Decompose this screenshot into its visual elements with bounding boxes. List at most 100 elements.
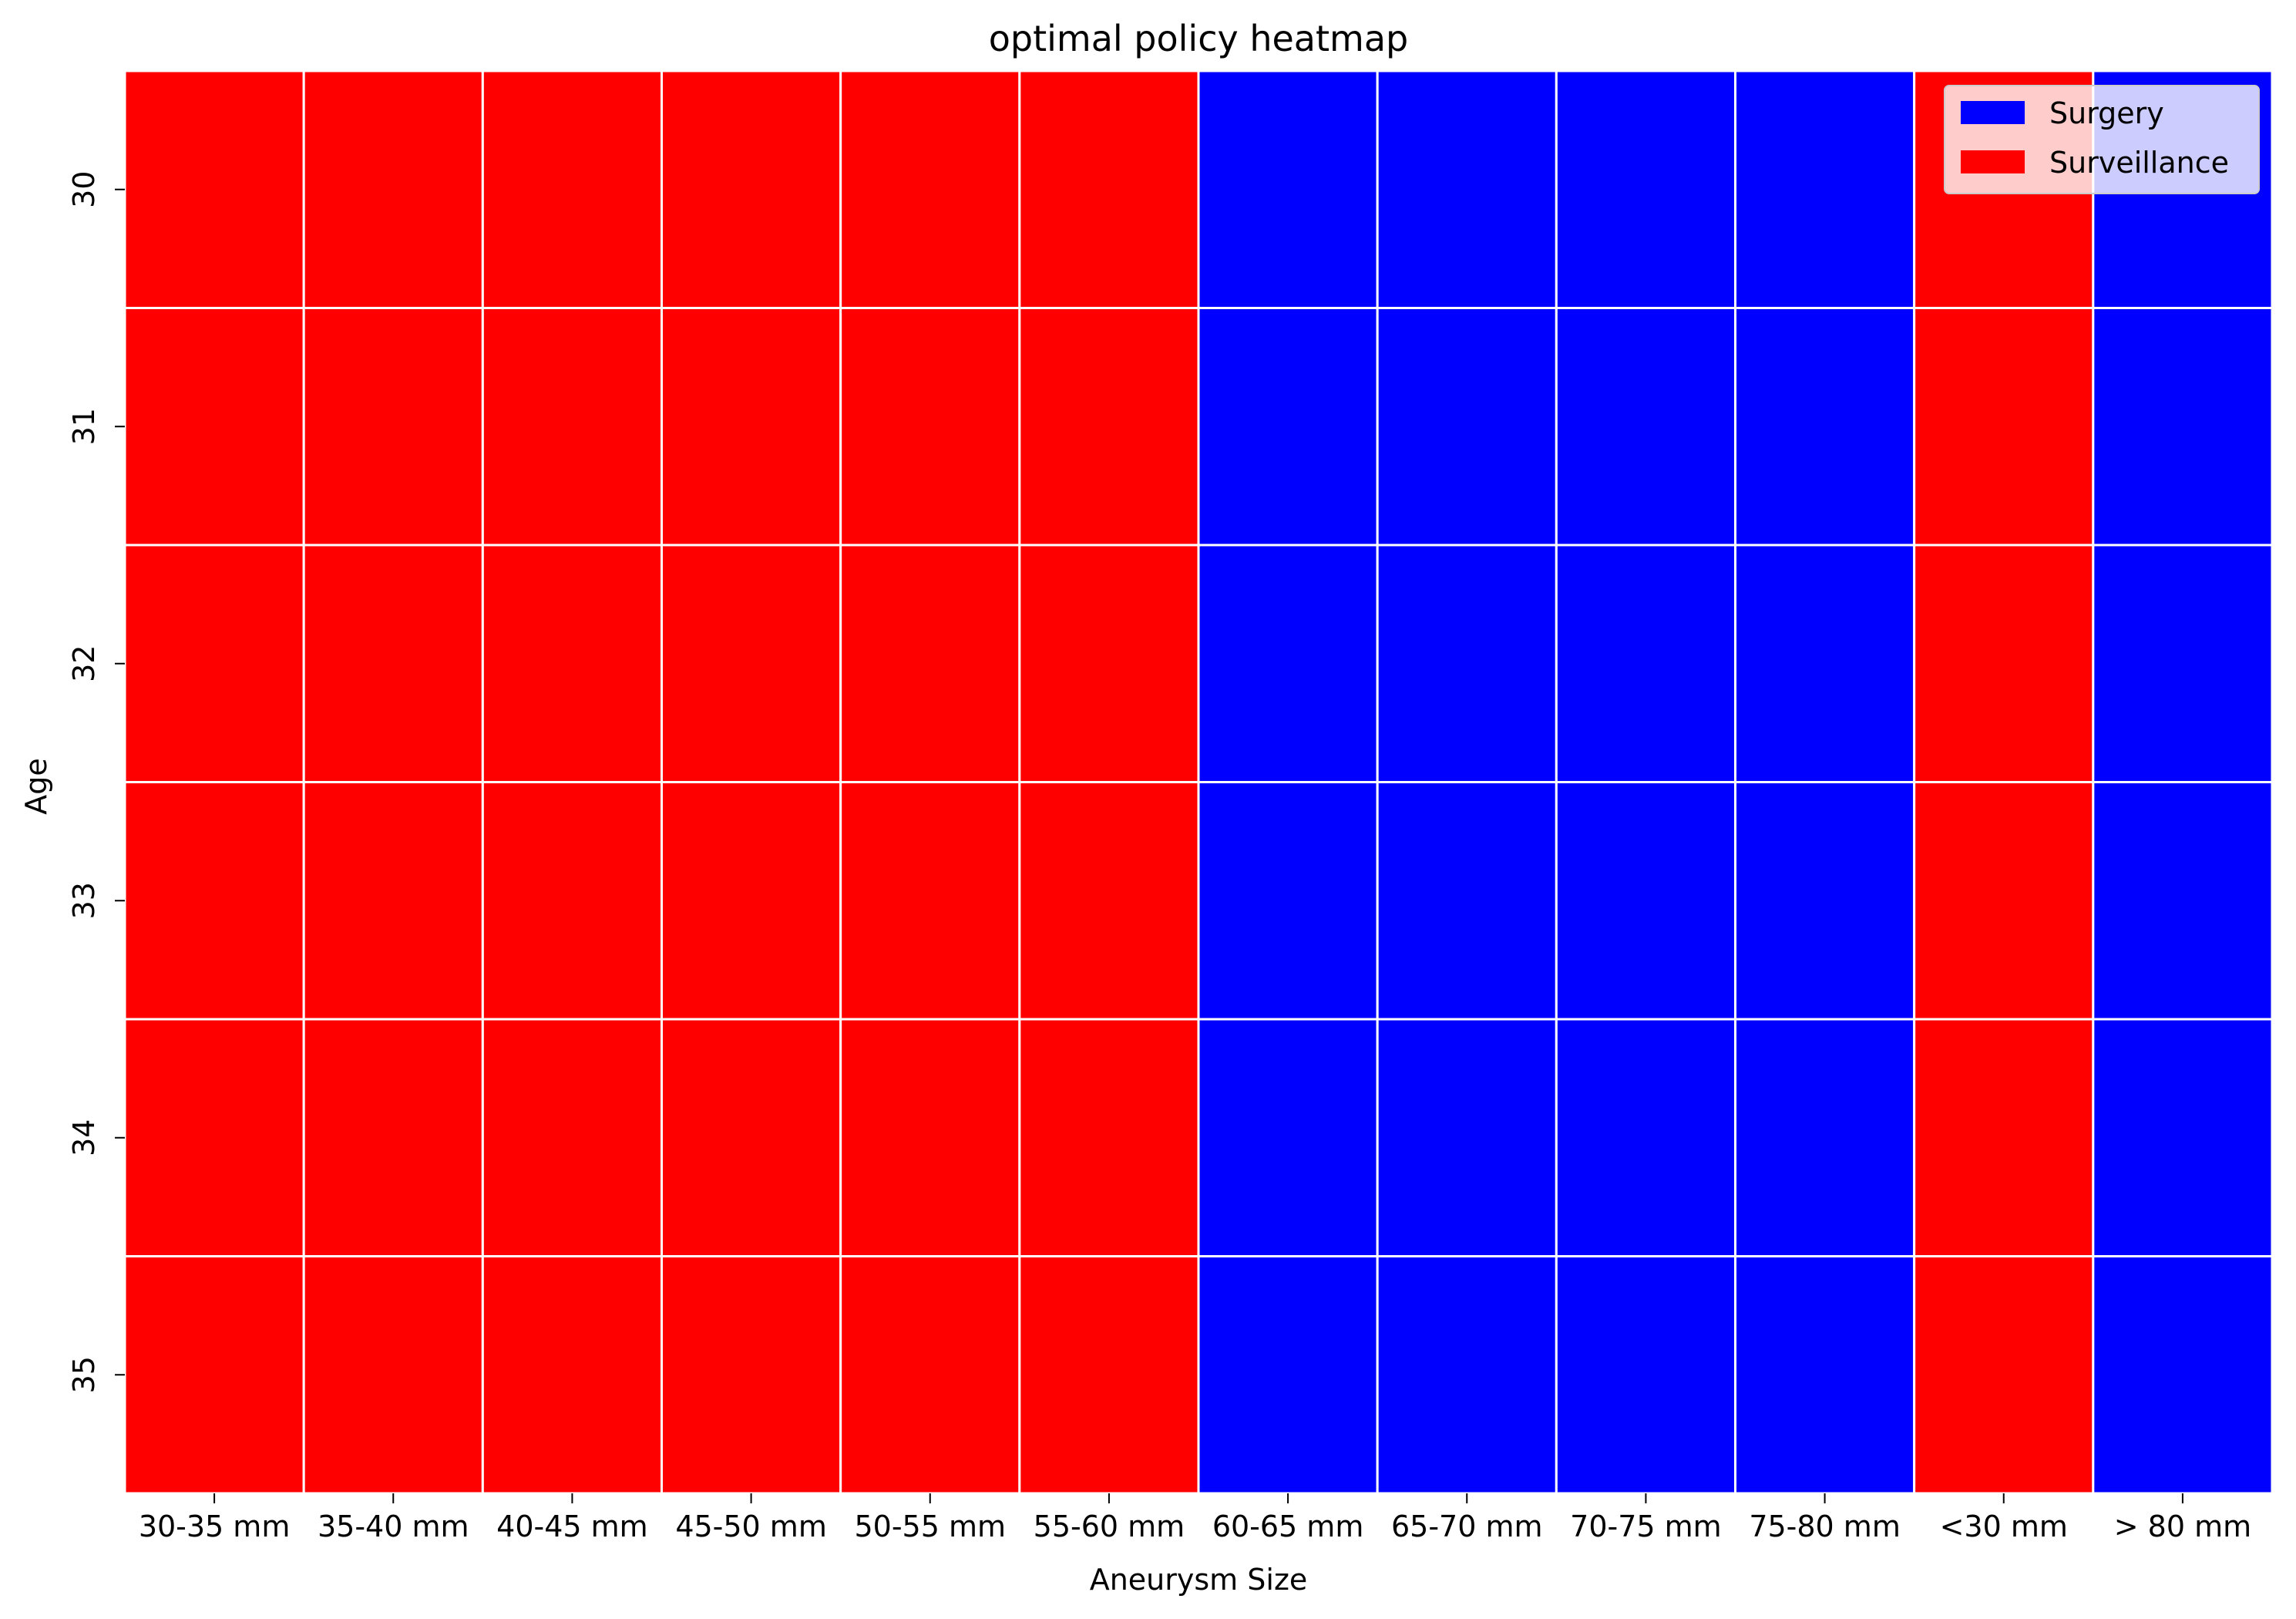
heatmap-cell-r4-c3	[661, 1018, 842, 1257]
y-tick-label-31: 31	[67, 408, 101, 445]
x-tick-label-50-55-mm: 50-55 mm	[854, 1510, 1006, 1543]
heatmap-cell-r5-c4	[839, 1255, 1021, 1495]
y-tick-label-32: 32	[67, 645, 101, 682]
heatmap-cell-r0-c0	[123, 69, 305, 309]
heatmap-cell-r2-c7	[1376, 544, 1558, 783]
heatmap-cell-r3-c1	[302, 781, 484, 1021]
heatmap-cell-r3-c11	[2092, 781, 2274, 1021]
heatmap-cell-r1-c0	[123, 307, 305, 547]
heatmap-cell-r0-c4	[839, 69, 1021, 309]
heatmap-cell-r4-c9	[1734, 1018, 1916, 1257]
heatmap-cell-r1-c2	[481, 307, 663, 547]
heatmap-cell-r2-c10	[1913, 544, 2095, 783]
heatmap-cell-r2-c4	[839, 544, 1021, 783]
heatmap-cell-r5-c6	[1197, 1255, 1379, 1495]
heatmap-cell-r5-c10	[1913, 1255, 2095, 1495]
heatmap-cell-r5-c9	[1734, 1255, 1916, 1495]
heatmap-cell-r2-c1	[302, 544, 484, 783]
x-tick-label-35-40-mm: 35-40 mm	[318, 1510, 469, 1543]
y-axis-ticks: 30 31 32 33 34 35	[67, 171, 125, 1393]
heatmap-cell-r3-c3	[661, 781, 842, 1021]
y-tick-label-35: 35	[67, 1356, 101, 1393]
heatmap-cells	[123, 69, 2274, 1495]
heatmap-cell-r1-c6	[1197, 307, 1379, 547]
heatmap-cell-r2-c0	[123, 544, 305, 783]
heatmap-cell-r1-c11	[2092, 307, 2274, 547]
heatmap-cell-r2-c11	[2092, 544, 2274, 783]
heatmap-cell-r1-c3	[661, 307, 842, 547]
x-tick-label-80-mm: > 80 mm	[2114, 1510, 2251, 1543]
heatmap-cell-r1-c4	[839, 307, 1021, 547]
x-tick-label-55-60-mm: 55-60 mm	[1034, 1510, 1185, 1543]
legend-label-surgery: Surgery	[2049, 96, 2164, 130]
heatmap-cell-r3-c10	[1913, 781, 2095, 1021]
x-tick-label-45-50-mm: 45-50 mm	[675, 1510, 827, 1543]
heatmap-cell-r3-c5	[1018, 781, 1200, 1021]
heatmap-cell-r1-c9	[1734, 307, 1916, 547]
heatmap-cell-r2-c2	[481, 544, 663, 783]
heatmap-cell-r1-c10	[1913, 307, 2095, 547]
heatmap-cell-r3-c4	[839, 781, 1021, 1021]
legend-label-surveillance: Surveillance	[2049, 146, 2229, 180]
heatmap-cell-r3-c2	[481, 781, 663, 1021]
heatmap-cell-r1-c1	[302, 307, 484, 547]
heatmap-cell-r4-c11	[2092, 1018, 2274, 1257]
heatmap-cell-r2-c3	[661, 544, 842, 783]
heatmap-cell-r0-c3	[661, 69, 842, 309]
heatmap-cell-r3-c8	[1555, 781, 1737, 1021]
heatmap-cell-r4-c5	[1018, 1018, 1200, 1257]
heatmap-cell-r3-c7	[1376, 781, 1558, 1021]
heatmap-cell-r4-c1	[302, 1018, 484, 1257]
x-tick-label-60-65-mm: 60-65 mm	[1212, 1510, 1364, 1543]
heatmap-cell-r0-c2	[481, 69, 663, 309]
heatmap-cell-r5-c3	[661, 1255, 842, 1495]
heatmap-cell-r5-c1	[302, 1255, 484, 1495]
heatmap-cell-r3-c6	[1197, 781, 1379, 1021]
heatmap-cell-r3-c9	[1734, 781, 1916, 1021]
heatmap-cell-r2-c6	[1197, 544, 1379, 783]
heatmap-cell-r1-c5	[1018, 307, 1200, 547]
heatmap-cell-r1-c7	[1376, 307, 1558, 547]
y-tick-label-30: 30	[67, 171, 101, 208]
heatmap-cell-r5-c2	[481, 1255, 663, 1495]
heatmap-cell-r4-c2	[481, 1018, 663, 1257]
heatmap-cell-r5-c11	[2092, 1255, 2274, 1495]
legend: Surgery Surveillance	[1944, 85, 2260, 194]
heatmap-cell-r4-c7	[1376, 1018, 1558, 1257]
x-axis-label: Aneurysm Size	[1090, 1563, 1308, 1597]
heatmap-cell-r0-c5	[1018, 69, 1200, 309]
heatmap-cell-r0-c8	[1555, 69, 1737, 309]
heatmap-cell-r1-c8	[1555, 307, 1737, 547]
heatmap-cell-r0-c7	[1376, 69, 1558, 309]
heatmap-cell-r0-c6	[1197, 69, 1379, 309]
heatmap-cell-r5-c7	[1376, 1255, 1558, 1495]
x-tick-label-30-mm: <30 mm	[1940, 1510, 2068, 1543]
x-tick-label-70-75-mm: 70-75 mm	[1570, 1510, 1722, 1543]
legend-swatch-surgery	[1961, 101, 2025, 124]
heatmap-cell-r4-c6	[1197, 1018, 1379, 1257]
y-tick-label-34: 34	[67, 1119, 101, 1156]
y-axis-label: Age	[19, 758, 53, 815]
heatmap-cell-r0-c1	[302, 69, 484, 309]
heatmap-cell-r3-c0	[123, 781, 305, 1021]
heatmap-cell-r2-c9	[1734, 544, 1916, 783]
heatmap-cell-r5-c5	[1018, 1255, 1200, 1495]
heatmap-cell-r4-c0	[123, 1018, 305, 1257]
heatmap-cell-r2-c5	[1018, 544, 1200, 783]
chart-title: optimal policy heatmap	[989, 18, 1408, 59]
heatmap-cell-r5-c0	[123, 1255, 305, 1495]
heatmap-cell-r4-c10	[1913, 1018, 2095, 1257]
heatmap-cell-r5-c8	[1555, 1255, 1737, 1495]
heatmap-cell-r4-c8	[1555, 1018, 1737, 1257]
x-tick-label-65-70-mm: 65-70 mm	[1391, 1510, 1543, 1543]
heatmap-cell-r4-c4	[839, 1018, 1021, 1257]
heatmap-cell-r2-c8	[1555, 544, 1737, 783]
x-tick-label-75-80-mm: 75-80 mm	[1749, 1510, 1901, 1543]
y-tick-label-33: 33	[67, 882, 101, 919]
x-tick-label-40-45-mm: 40-45 mm	[496, 1510, 648, 1543]
x-axis-ticks: 30-35 mm 35-40 mm 40-45 mm 45-50 mm 50-55 mm…	[139, 1493, 2251, 1543]
legend-swatch-surveillance	[1961, 150, 2025, 173]
x-tick-label-30-35-mm: 30-35 mm	[139, 1510, 291, 1543]
heatmap-cell-r0-c9	[1734, 69, 1916, 309]
